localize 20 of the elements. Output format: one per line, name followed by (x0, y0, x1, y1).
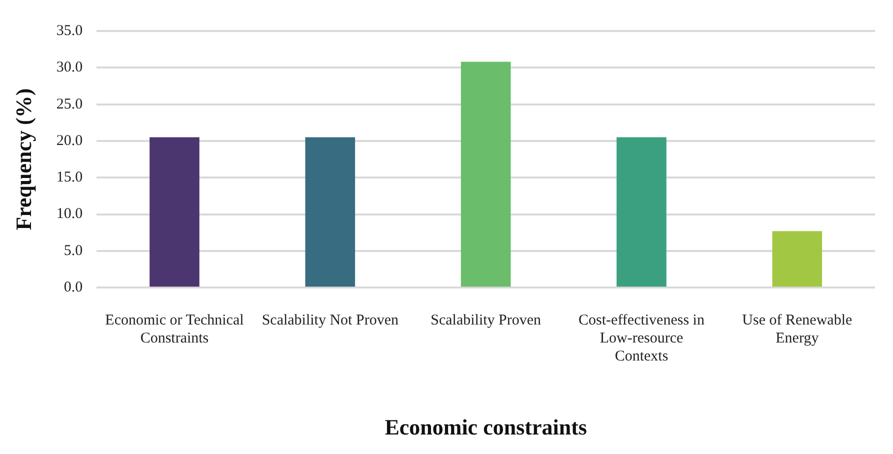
y-tick-label: 20.0 (56, 132, 83, 149)
bar (616, 137, 666, 287)
x-axis-title: Economic constraints (384, 414, 588, 440)
y-tick-label: 30.0 (56, 60, 83, 76)
x-tick-label: Cost-effectiveness in Low-resource Contexts (578, 312, 705, 365)
y-tick-label: 35.0 (56, 22, 83, 39)
x-tick-label: Scalability Not Proven (262, 312, 399, 329)
y-tick-label: 15.0 (56, 170, 83, 186)
y-tick-label: 0.0 (64, 280, 83, 296)
bar (150, 137, 200, 287)
y-axis-title: Frequency (%) (10, 88, 36, 230)
bar (460, 62, 511, 287)
y-tick-label: 5.0 (64, 242, 83, 259)
y-tick-label: 10.0 (56, 206, 83, 222)
x-tick-label: Use of Renewable Energy (742, 312, 852, 347)
bar (305, 137, 356, 287)
bar (772, 231, 822, 287)
x-tick-label: Scalability Proven (430, 312, 542, 329)
y-tick-label: 25.0 (56, 96, 83, 112)
x-tick-label: Economic or Technical Constraints (105, 312, 244, 347)
